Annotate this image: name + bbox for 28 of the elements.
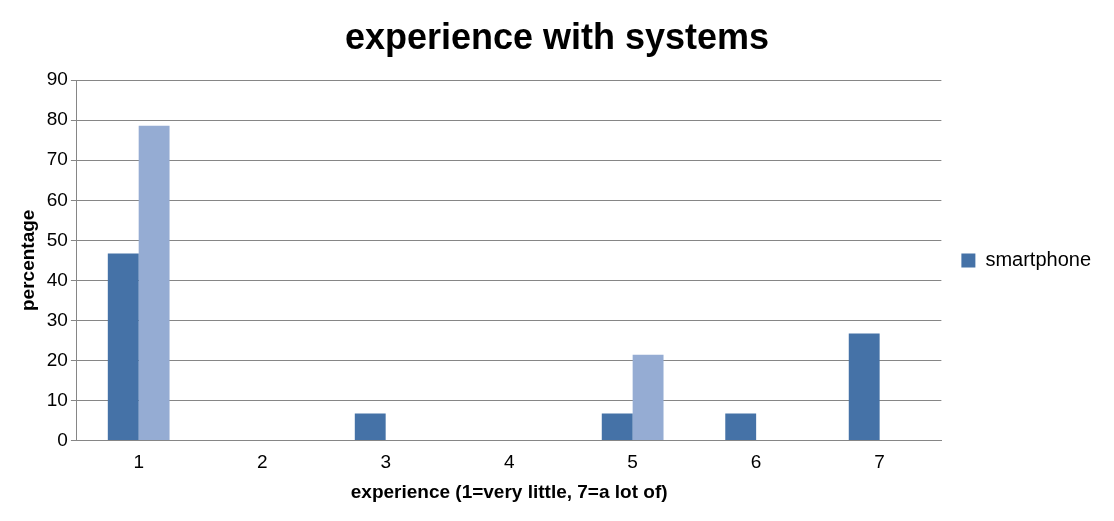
y-tick-label: 90: [46, 68, 68, 90]
y-tick-label: 0: [57, 428, 68, 450]
y-axis-title: percentage: [16, 209, 38, 311]
x-tick-label: 2: [256, 451, 268, 473]
bar: [725, 413, 757, 440]
bar: [107, 253, 139, 440]
bar: [632, 354, 664, 440]
x-tick-label: 4: [503, 451, 515, 473]
y-tick-label: 60: [46, 188, 68, 210]
bar: [601, 413, 633, 440]
bar: [138, 125, 170, 440]
legend-label: smartphone: [985, 248, 1092, 271]
x-tick-label: 7: [874, 451, 885, 473]
y-tick-label: 50: [46, 228, 68, 250]
x-tick-label: 5: [627, 451, 638, 473]
y-tick-label: 70: [46, 148, 68, 170]
x-tick-label: 6: [750, 451, 762, 473]
x-tick-label: 1: [133, 451, 144, 473]
chart-title: experience with systems: [344, 15, 770, 57]
x-axis-title: experience (1=very little, 7=a lot of): [350, 480, 668, 502]
y-tick-label: 40: [46, 268, 68, 290]
bar: [848, 333, 880, 440]
y-tick-label: 30: [46, 308, 68, 330]
y-tick-label: 10: [46, 388, 68, 410]
bar: [354, 413, 386, 440]
y-tick-label: 20: [46, 348, 68, 370]
x-tick-label: 3: [380, 451, 391, 473]
y-tick-label: 80: [46, 108, 68, 130]
